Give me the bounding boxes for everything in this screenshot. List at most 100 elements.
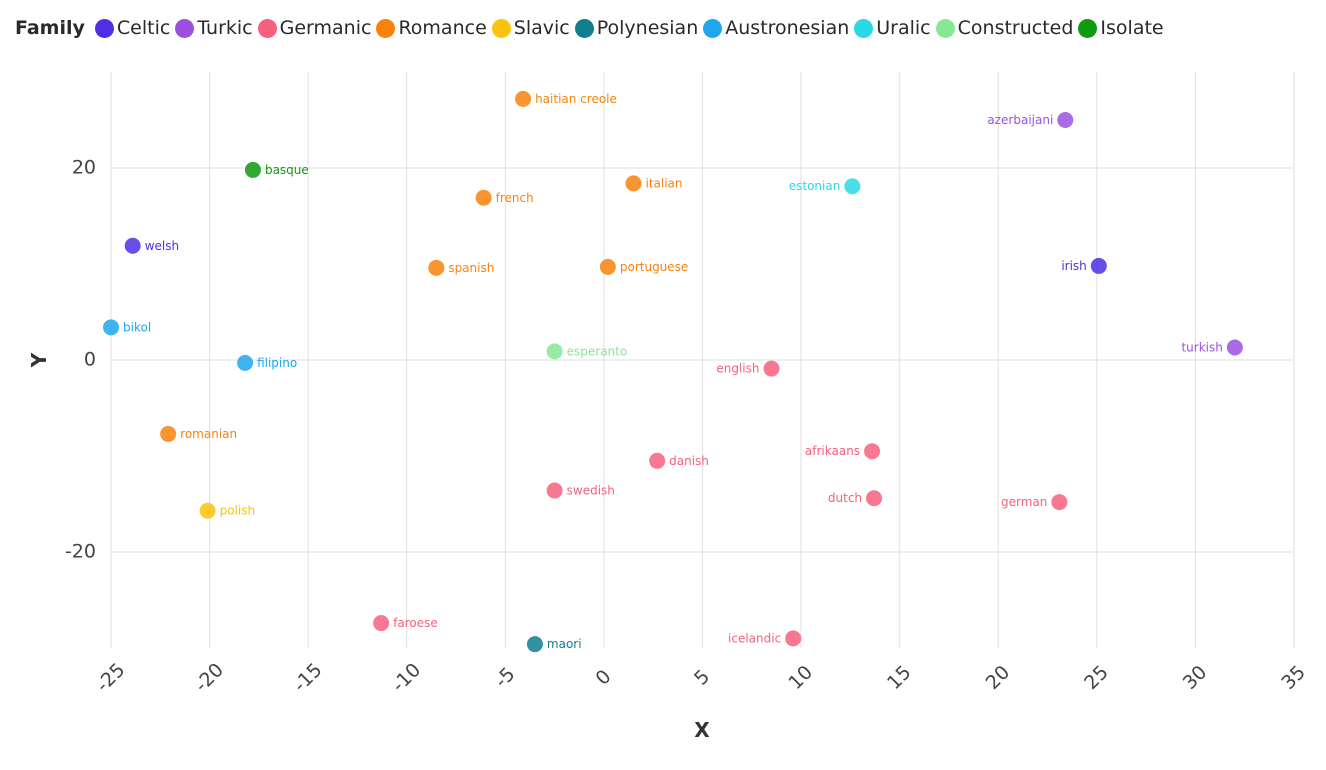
data-point-danish[interactable]: danish bbox=[649, 452, 709, 469]
data-point-spanish[interactable]: spanish bbox=[428, 259, 494, 276]
legend-items: Celtic Turkic Germanic Romance Slavic Polynes… bbox=[94, 17, 1169, 39]
point-marker[interactable] bbox=[526, 636, 543, 653]
legend-item-constructed[interactable]: Constructed bbox=[935, 17, 1073, 39]
data-point-maori[interactable]: maori bbox=[526, 636, 582, 653]
x-tick: 30 bbox=[1179, 661, 1212, 694]
point-marker[interactable] bbox=[237, 354, 254, 371]
point-marker[interactable] bbox=[864, 443, 881, 460]
data-point-afrikaans[interactable]: afrikaans bbox=[805, 443, 881, 460]
x-tick-label: 35 bbox=[1277, 661, 1310, 694]
x-tick-label: 0 bbox=[592, 666, 616, 690]
legend-swatch bbox=[935, 18, 955, 38]
point-marker[interactable] bbox=[103, 319, 119, 336]
data-point-turkish[interactable]: turkish bbox=[1181, 339, 1243, 356]
data-point-english[interactable]: english bbox=[716, 360, 780, 377]
data-point-esperanto[interactable]: esperanto bbox=[546, 343, 628, 360]
point-marker[interactable] bbox=[1090, 257, 1107, 274]
point-label: esperanto bbox=[567, 344, 628, 358]
point-marker[interactable] bbox=[844, 178, 861, 195]
point-marker[interactable] bbox=[244, 161, 261, 178]
point-marker[interactable] bbox=[763, 360, 780, 377]
y-tick-label: 0 bbox=[84, 349, 96, 371]
legend-label: Isolate bbox=[1100, 17, 1164, 39]
y-tick: 20 bbox=[72, 157, 96, 179]
legend-item-romance[interactable]: Romance bbox=[376, 17, 487, 39]
x-tick: 0 bbox=[592, 666, 616, 690]
legend-label: Romance bbox=[398, 17, 487, 39]
point-marker[interactable] bbox=[649, 452, 666, 469]
point-marker[interactable] bbox=[599, 258, 616, 275]
legend-label: Turkic bbox=[197, 17, 253, 39]
point-marker[interactable] bbox=[546, 482, 563, 499]
legend-item-germanic[interactable]: Germanic bbox=[257, 17, 372, 39]
point-marker[interactable] bbox=[1057, 112, 1074, 128]
x-tick-label: 10 bbox=[784, 661, 817, 694]
legend-item-celtic[interactable]: Celtic bbox=[94, 17, 170, 39]
point-label: italian bbox=[645, 176, 682, 190]
x-tick-label: -20 bbox=[190, 659, 228, 697]
data-point-haitian-creole[interactable]: haitian creole bbox=[515, 90, 617, 107]
point-label: spanish bbox=[448, 261, 494, 275]
data-point-italian[interactable]: italian bbox=[625, 175, 683, 192]
data-point-portuguese[interactable]: portuguese bbox=[599, 258, 688, 275]
legend: Family Celtic Turkic Germanic Romance Slavic… bbox=[15, 14, 1169, 42]
point-label: afrikaans bbox=[805, 444, 860, 458]
data-point-french[interactable]: french bbox=[475, 189, 534, 206]
data-point-estonian[interactable]: estonian bbox=[789, 178, 861, 195]
data-point-azerbaijani[interactable]: azerbaijani bbox=[987, 112, 1074, 128]
legend-swatch bbox=[491, 18, 511, 38]
y-axis-ticks: -20 0 20 bbox=[65, 157, 96, 563]
y-tick: -20 bbox=[65, 541, 96, 563]
legend-swatch bbox=[376, 18, 396, 38]
data-point-polish[interactable]: polish bbox=[199, 502, 255, 519]
data-point-basque[interactable]: basque bbox=[244, 161, 309, 178]
legend-item-slavic[interactable]: Slavic bbox=[491, 17, 570, 39]
point-marker[interactable] bbox=[160, 425, 177, 442]
x-axis-title: X bbox=[694, 718, 710, 742]
data-point-swedish[interactable]: swedish bbox=[546, 482, 615, 499]
legend-swatch bbox=[854, 18, 874, 38]
point-marker[interactable] bbox=[625, 175, 642, 192]
x-tick: -10 bbox=[388, 659, 426, 697]
point-marker[interactable] bbox=[866, 490, 883, 507]
point-marker[interactable] bbox=[475, 189, 492, 206]
data-point-icelandic[interactable]: icelandic bbox=[728, 630, 802, 647]
data-point-bikol[interactable]: bikol bbox=[103, 319, 151, 336]
point-marker[interactable] bbox=[199, 502, 216, 519]
legend-item-polynesian[interactable]: Polynesian bbox=[574, 17, 699, 39]
data-point-filipino[interactable]: filipino bbox=[237, 354, 297, 371]
x-tick-label: 5 bbox=[690, 666, 714, 690]
grid bbox=[110, 72, 1295, 648]
point-label: bikol bbox=[123, 320, 151, 334]
x-tick: 20 bbox=[982, 661, 1015, 694]
data-point-irish[interactable]: irish bbox=[1061, 257, 1107, 274]
data-point-dutch[interactable]: dutch bbox=[828, 490, 883, 507]
legend-item-turkic[interactable]: Turkic bbox=[175, 17, 253, 39]
point-marker[interactable] bbox=[428, 259, 445, 276]
legend-item-austronesian[interactable]: Austronesian bbox=[703, 17, 849, 39]
data-point-romanian[interactable]: romanian bbox=[160, 425, 237, 442]
point-label: dutch bbox=[828, 491, 862, 505]
point-marker[interactable] bbox=[515, 90, 532, 107]
legend-item-isolate[interactable]: Isolate bbox=[1078, 17, 1164, 39]
point-label: swedish bbox=[567, 484, 615, 498]
legend-label: Germanic bbox=[279, 17, 372, 39]
x-tick-label: -10 bbox=[388, 659, 426, 697]
data-point-welsh[interactable]: welsh bbox=[124, 237, 179, 254]
point-marker[interactable] bbox=[124, 237, 141, 254]
point-label: maori bbox=[547, 637, 582, 651]
x-tick-label: 15 bbox=[883, 661, 916, 694]
point-marker[interactable] bbox=[373, 615, 390, 632]
point-marker[interactable] bbox=[546, 343, 563, 360]
legend-swatch bbox=[703, 18, 723, 38]
data-point-faroese[interactable]: faroese bbox=[373, 615, 438, 632]
legend-item-uralic[interactable]: Uralic bbox=[854, 17, 931, 39]
data-points: haitian creole azerbaijani basque italian es… bbox=[103, 90, 1243, 653]
point-marker[interactable] bbox=[1226, 339, 1243, 356]
point-marker[interactable] bbox=[785, 630, 802, 647]
x-tick: 10 bbox=[784, 661, 817, 694]
point-marker[interactable] bbox=[1051, 494, 1068, 511]
legend-label: Polynesian bbox=[596, 17, 699, 39]
data-point-german[interactable]: german bbox=[1001, 494, 1068, 511]
